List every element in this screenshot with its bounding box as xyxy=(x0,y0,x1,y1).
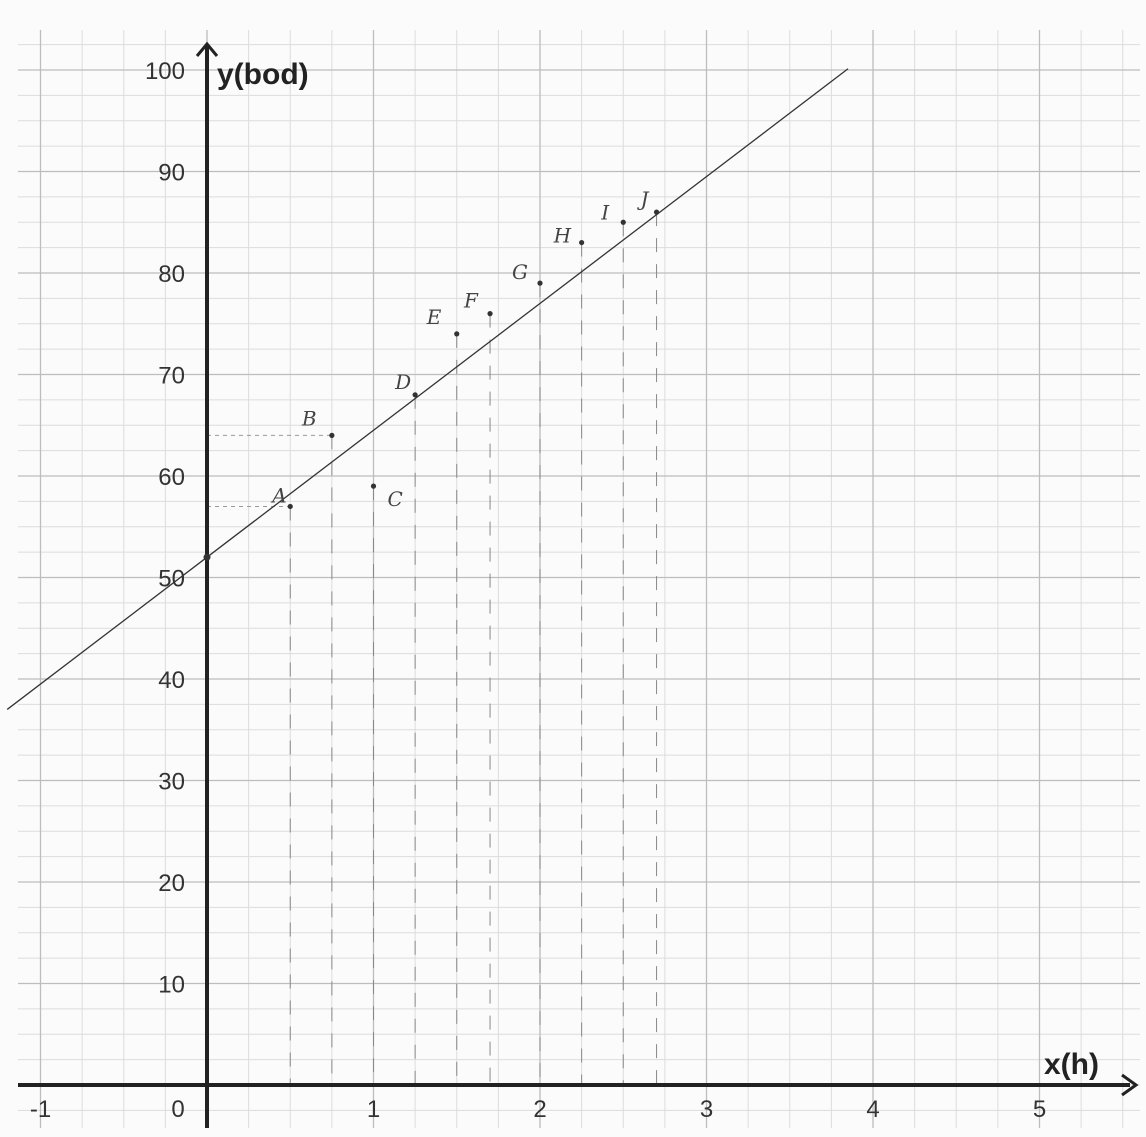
data-point-B xyxy=(329,432,335,438)
point-label-B: B xyxy=(301,406,317,430)
x-tick-label: 0 xyxy=(171,1096,184,1123)
data-point-I xyxy=(620,219,626,225)
data-points: A B C D EF G H I J xyxy=(270,187,660,511)
x-tick-label: 4 xyxy=(866,1096,879,1123)
point-label-A: A xyxy=(270,483,286,507)
fit-line-group xyxy=(6,68,849,710)
y-tick-label: 40 xyxy=(158,667,185,694)
x-axis-arrow xyxy=(1121,1073,1139,1097)
axes xyxy=(18,41,1139,1128)
y-axis-arrow xyxy=(195,41,219,57)
point-label-F: F xyxy=(463,289,479,313)
y-tick-label: 90 xyxy=(158,160,185,187)
data-point-H xyxy=(579,239,585,246)
guide-lines xyxy=(207,212,658,1085)
data-point-J xyxy=(653,209,660,215)
data-point-C xyxy=(370,483,377,489)
tick-labels: 10 20 30 40 50 60 70 80 90 100 -1 0 1 2 3 4 5 xyxy=(30,58,1046,1123)
x-tick-label: 5 xyxy=(1033,1096,1046,1123)
y-tick-label: 70 xyxy=(158,363,185,390)
regression-line xyxy=(6,68,849,710)
y-tick-label: 10 xyxy=(158,972,185,999)
point-label-D: D xyxy=(394,370,411,394)
x-tick-label: 1 xyxy=(367,1096,380,1123)
x-axis-label: x(h) xyxy=(1044,1048,1099,1081)
point-label-E: E xyxy=(426,305,442,329)
data-point-F xyxy=(487,311,493,317)
y-tick-label: 30 xyxy=(158,769,185,796)
x-tick-label: 2 xyxy=(533,1096,546,1123)
data-point-A xyxy=(287,503,293,510)
point-label-H: H xyxy=(553,224,572,248)
y-tick-label: 50 xyxy=(158,566,185,593)
y-axis-label: y(bod) xyxy=(217,58,309,91)
point-label-J: J xyxy=(637,187,650,211)
point-label-C: C xyxy=(388,487,403,511)
x-tick-label: -1 xyxy=(30,1096,51,1123)
y-tick-label: 80 xyxy=(158,261,185,288)
data-point-G xyxy=(537,280,543,286)
major-grid xyxy=(18,30,1140,1128)
y-tick-label: 20 xyxy=(158,870,185,897)
y-intercept-dot xyxy=(203,553,211,561)
y-tick-label: 100 xyxy=(145,58,185,85)
minor-grid xyxy=(18,30,1140,1128)
data-point-E xyxy=(454,331,460,337)
point-label-I: I xyxy=(600,200,610,224)
y-tick-label: 60 xyxy=(158,464,185,491)
point-label-G: G xyxy=(512,260,528,284)
x-tick-label: 3 xyxy=(700,1096,713,1123)
data-point-D xyxy=(412,392,418,398)
